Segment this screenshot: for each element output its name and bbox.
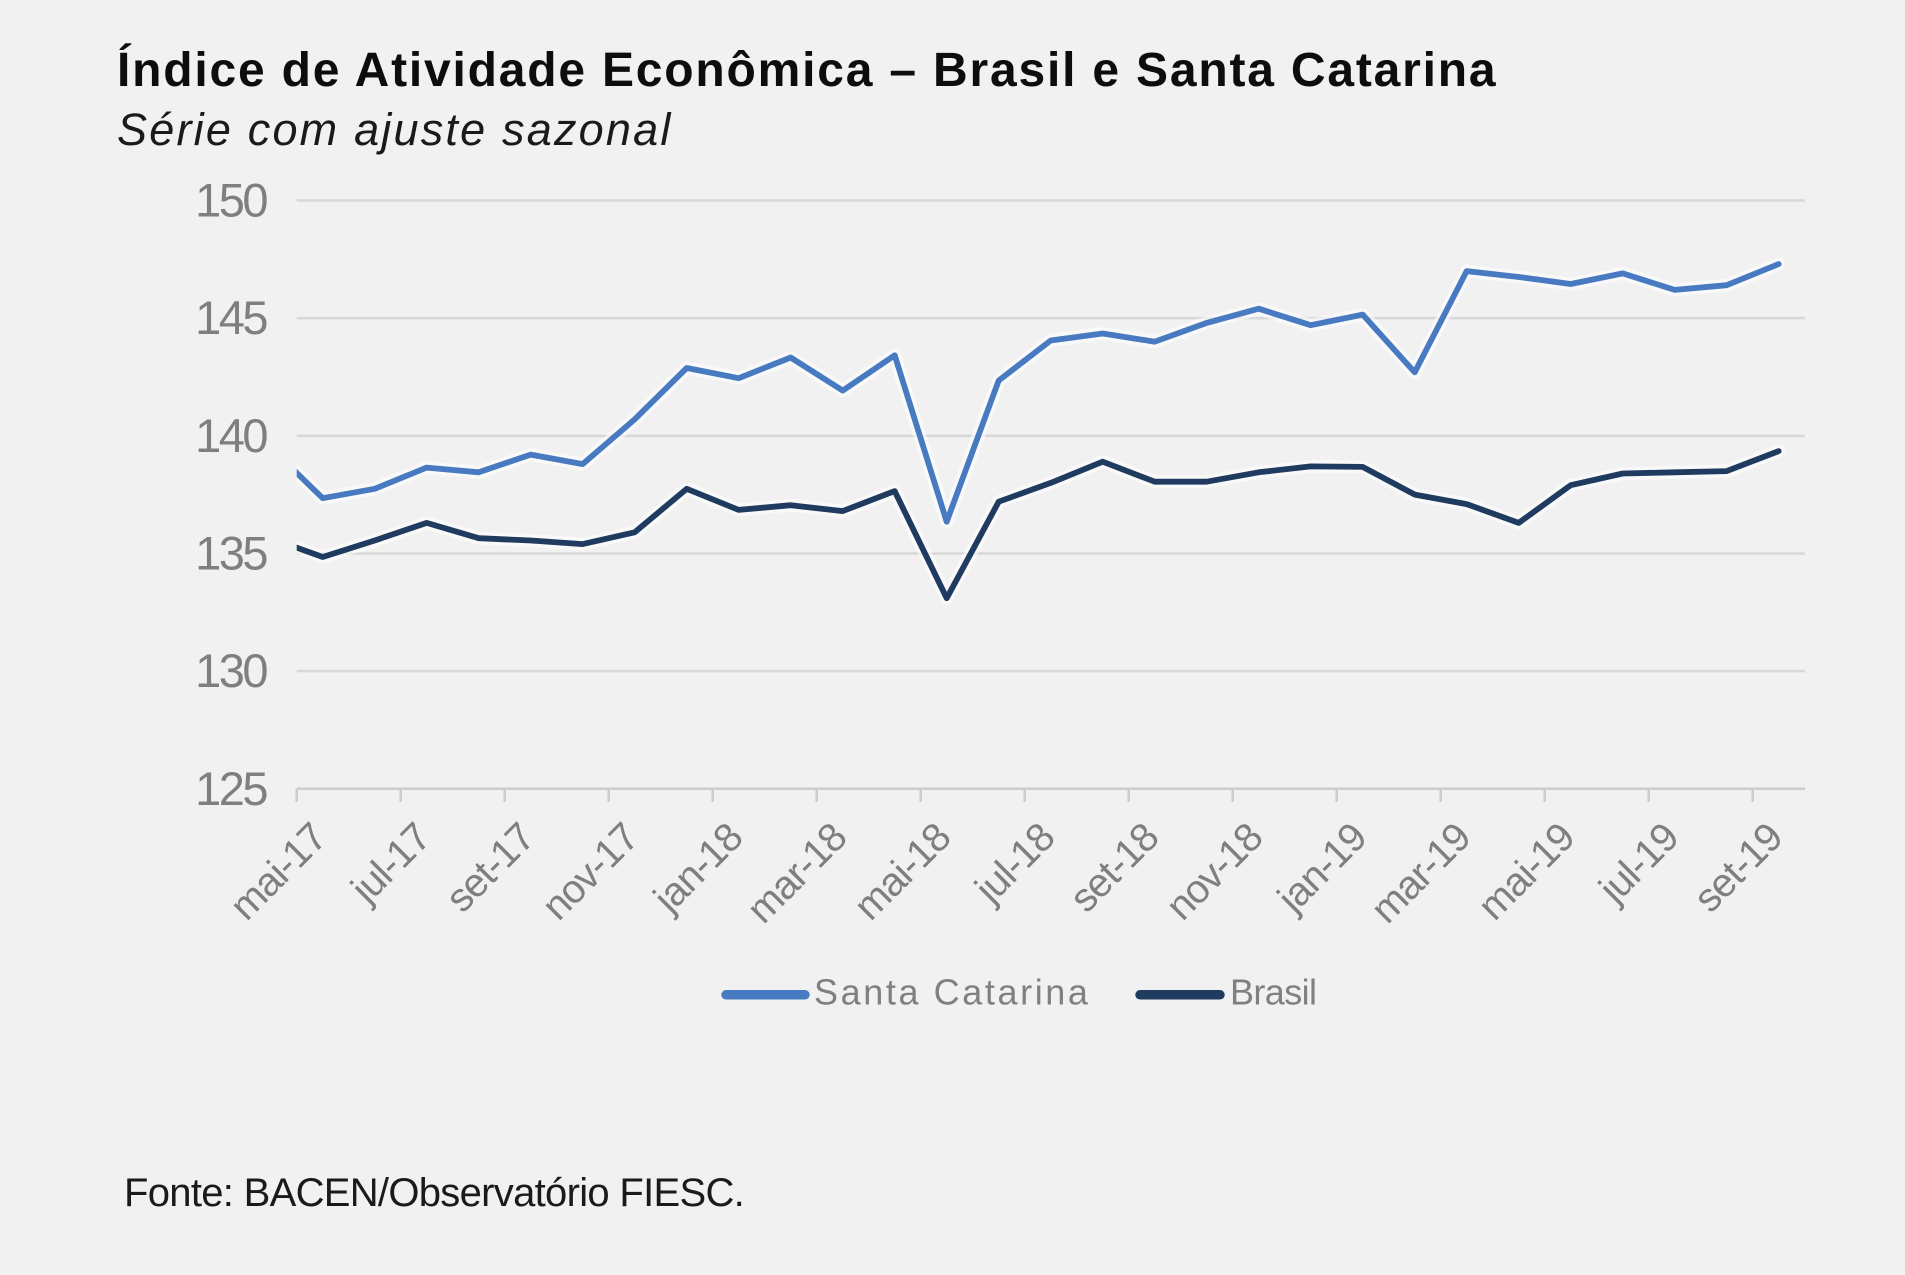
svg-text:150: 150	[195, 174, 267, 227]
svg-text:130: 130	[195, 644, 267, 697]
svg-text:145: 145	[195, 291, 267, 344]
svg-text:Série com ajuste sazonal: Série com ajuste sazonal	[117, 104, 673, 155]
svg-text:Santa Catarina: Santa Catarina	[814, 972, 1091, 1013]
svg-text:125: 125	[195, 762, 267, 815]
svg-text:Índice de Atividade Econômica: Índice de Atividade Econômica – Brasil e…	[117, 43, 1497, 97]
svg-text:Brasil: Brasil	[1230, 972, 1316, 1013]
svg-text:135: 135	[195, 527, 267, 580]
svg-text:Fonte: BACEN/Observatório FIES: Fonte: BACEN/Observatório FIESC.	[124, 1171, 744, 1215]
svg-text:140: 140	[195, 409, 267, 462]
